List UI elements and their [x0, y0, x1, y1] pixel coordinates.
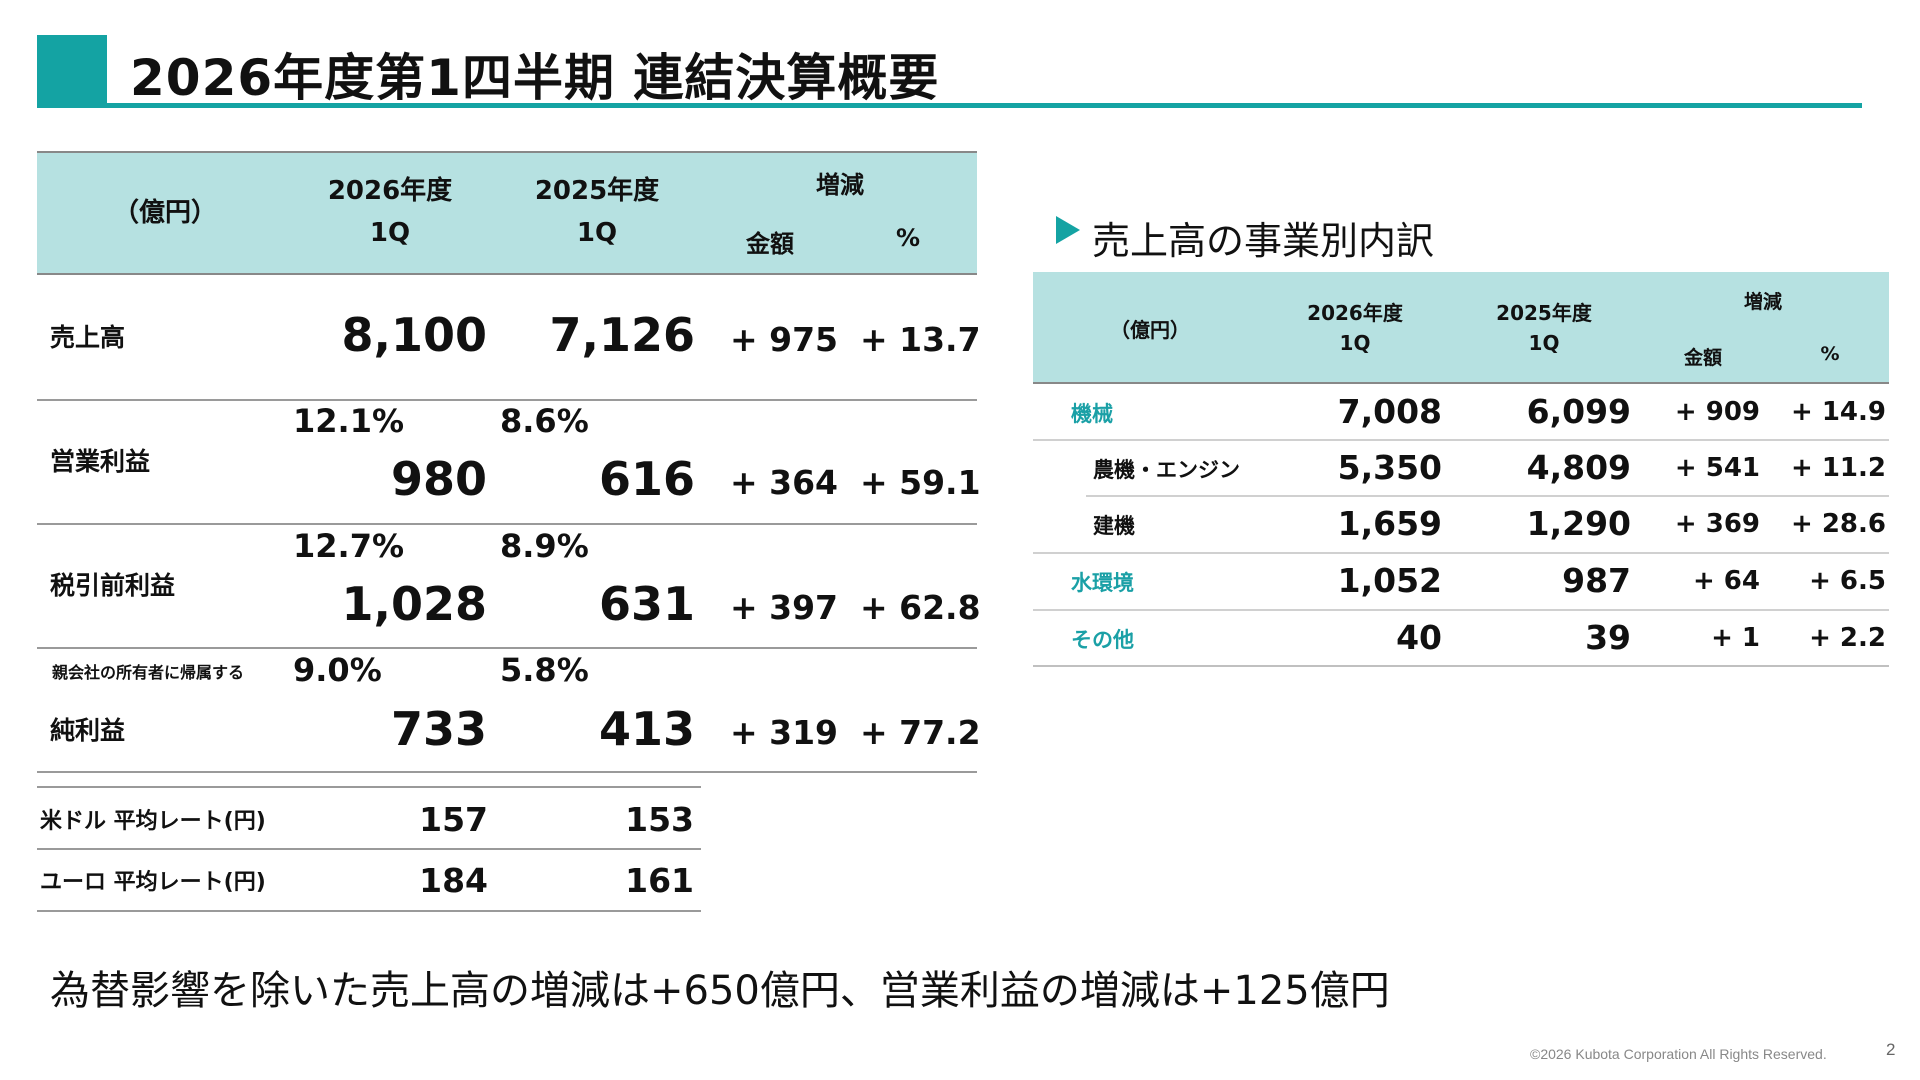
pretax-margin-current: 12.7%	[293, 527, 405, 565]
segment-unit-label: （億円）	[1110, 318, 1190, 342]
segment-heading: 売上高の事業別内訳	[1092, 219, 1435, 263]
operating-prev: 616	[598, 452, 695, 506]
segment-table-header	[1033, 272, 1889, 384]
pretax-current: 1,028	[341, 577, 487, 631]
sales-change: + 975	[729, 320, 838, 359]
fx-eur-prev: 161	[625, 861, 694, 900]
pretax-margin-prev: 8.9%	[500, 527, 589, 565]
water-current: 1,052	[1337, 561, 1442, 600]
row-divider	[37, 848, 701, 850]
machinery-prev: 6,099	[1526, 392, 1631, 431]
net-prev: 413	[598, 702, 695, 756]
segment-col-pct: %	[1820, 343, 1840, 365]
fx-label-eur: ユーロ 平均レート(円)	[40, 870, 266, 895]
construction-current: 1,659	[1337, 504, 1442, 543]
other-change: + 1	[1711, 623, 1760, 653]
fx-usd-prev: 153	[625, 800, 694, 839]
operating-margin-prev: 8.6%	[500, 402, 589, 440]
fx-usd-current: 157	[419, 800, 488, 839]
row-divider	[37, 399, 977, 401]
construction-prev: 1,290	[1526, 504, 1631, 543]
net-current: 733	[390, 702, 487, 756]
farm-engine-pct: + 11.2	[1791, 453, 1886, 483]
fx-eur-current: 184	[419, 861, 488, 900]
segment-label-water-environment: 水環境	[1071, 571, 1134, 595]
row-label-net-income: 純利益	[50, 716, 126, 745]
segment-col-current-quarter: 1Q	[1339, 331, 1371, 355]
segment-col-prev-quarter: 1Q	[1528, 331, 1560, 355]
pretax-pct: + 62.8	[860, 588, 981, 627]
water-prev: 987	[1562, 561, 1631, 600]
main-col-current-quarter: 1Q	[369, 218, 411, 248]
segment-label-farm-engine: 農機・エンジン	[1093, 458, 1240, 482]
operating-pct: + 59.1	[860, 463, 981, 502]
sales-pct: + 13.7	[860, 320, 981, 359]
row-divider	[37, 771, 977, 773]
construction-pct: + 28.6	[1791, 509, 1886, 539]
sales-current: 8,100	[341, 308, 487, 362]
segment-row-divider	[1033, 552, 1889, 554]
pretax-change: + 397	[729, 588, 838, 627]
segment-bottom-rule	[1033, 665, 1889, 667]
segment-label-construction: 建機	[1093, 514, 1135, 538]
machinery-pct: + 14.9	[1791, 397, 1886, 427]
main-unit-label: （億円）	[112, 198, 217, 228]
fx-impact-note: 為替影響を除いた売上高の増減は+650億円、営業利益の増減は+125億円	[50, 968, 1390, 1014]
segment-col-change: 増減	[1743, 291, 1782, 313]
main-col-pct: %	[895, 224, 921, 252]
row-label-pretax-profit: 税引前利益	[50, 571, 176, 600]
other-prev: 39	[1585, 618, 1631, 657]
segment-row-divider	[1033, 609, 1889, 611]
net-pct: + 77.2	[860, 713, 981, 752]
pretax-prev: 631	[598, 577, 695, 631]
main-col-amount: 金額	[746, 230, 794, 258]
main-table-header	[37, 151, 977, 275]
water-pct: + 6.5	[1809, 566, 1886, 596]
main-col-prev-quarter: 1Q	[576, 218, 618, 248]
water-change: + 64	[1692, 566, 1760, 596]
row-divider	[37, 647, 977, 649]
farm-engine-change: + 541	[1674, 453, 1760, 483]
operating-margin-current: 12.1%	[293, 402, 405, 440]
farm-engine-prev: 4,809	[1526, 448, 1631, 487]
machinery-current: 7,008	[1337, 392, 1442, 431]
copyright-notice: ©2026 Kubota Corporation All Rights Rese…	[1530, 1046, 1827, 1062]
net-margin-current: 9.0%	[293, 651, 382, 689]
fx-top-rule	[37, 786, 701, 788]
farm-engine-current: 5,350	[1337, 448, 1442, 487]
triangle-bullet-icon	[1056, 216, 1080, 244]
operating-change: + 364	[729, 463, 838, 502]
fx-label-usd: 米ドル 平均レート(円)	[40, 809, 266, 834]
row-label-operating-profit: 営業利益	[50, 447, 151, 476]
main-col-current-year: 2026年度	[327, 176, 453, 206]
row-divider	[37, 523, 977, 525]
segment-col-prev-year: 2025年度	[1496, 301, 1592, 325]
segment-col-amount: 金額	[1683, 347, 1722, 369]
title-accent-block	[37, 35, 107, 105]
segment-row-divider	[1086, 495, 1889, 497]
page-number: 2	[1886, 1040, 1896, 1059]
segment-label-other: その他	[1071, 628, 1134, 652]
main-col-prev-year: 2025年度	[534, 176, 660, 206]
net-margin-prev: 5.8%	[500, 651, 589, 689]
sales-prev: 7,126	[549, 308, 695, 362]
row-divider	[37, 910, 701, 912]
other-current: 40	[1396, 618, 1442, 657]
title-underline	[37, 103, 1862, 108]
segment-col-current-year: 2026年度	[1307, 301, 1403, 325]
machinery-change: + 909	[1674, 397, 1760, 427]
segment-label-machinery: 機械	[1071, 402, 1113, 426]
main-col-change: 増減	[816, 171, 864, 199]
net-change: + 319	[729, 713, 838, 752]
operating-current: 980	[390, 452, 487, 506]
row-label-sales: 売上高	[50, 323, 126, 352]
segment-row-divider	[1033, 439, 1889, 441]
construction-change: + 369	[1674, 509, 1760, 539]
page-title: 2026年度第1四半期 連結決算概要	[130, 49, 940, 107]
net-income-sublabel: 親会社の所有者に帰属する	[52, 663, 245, 682]
other-pct: + 2.2	[1809, 623, 1886, 653]
